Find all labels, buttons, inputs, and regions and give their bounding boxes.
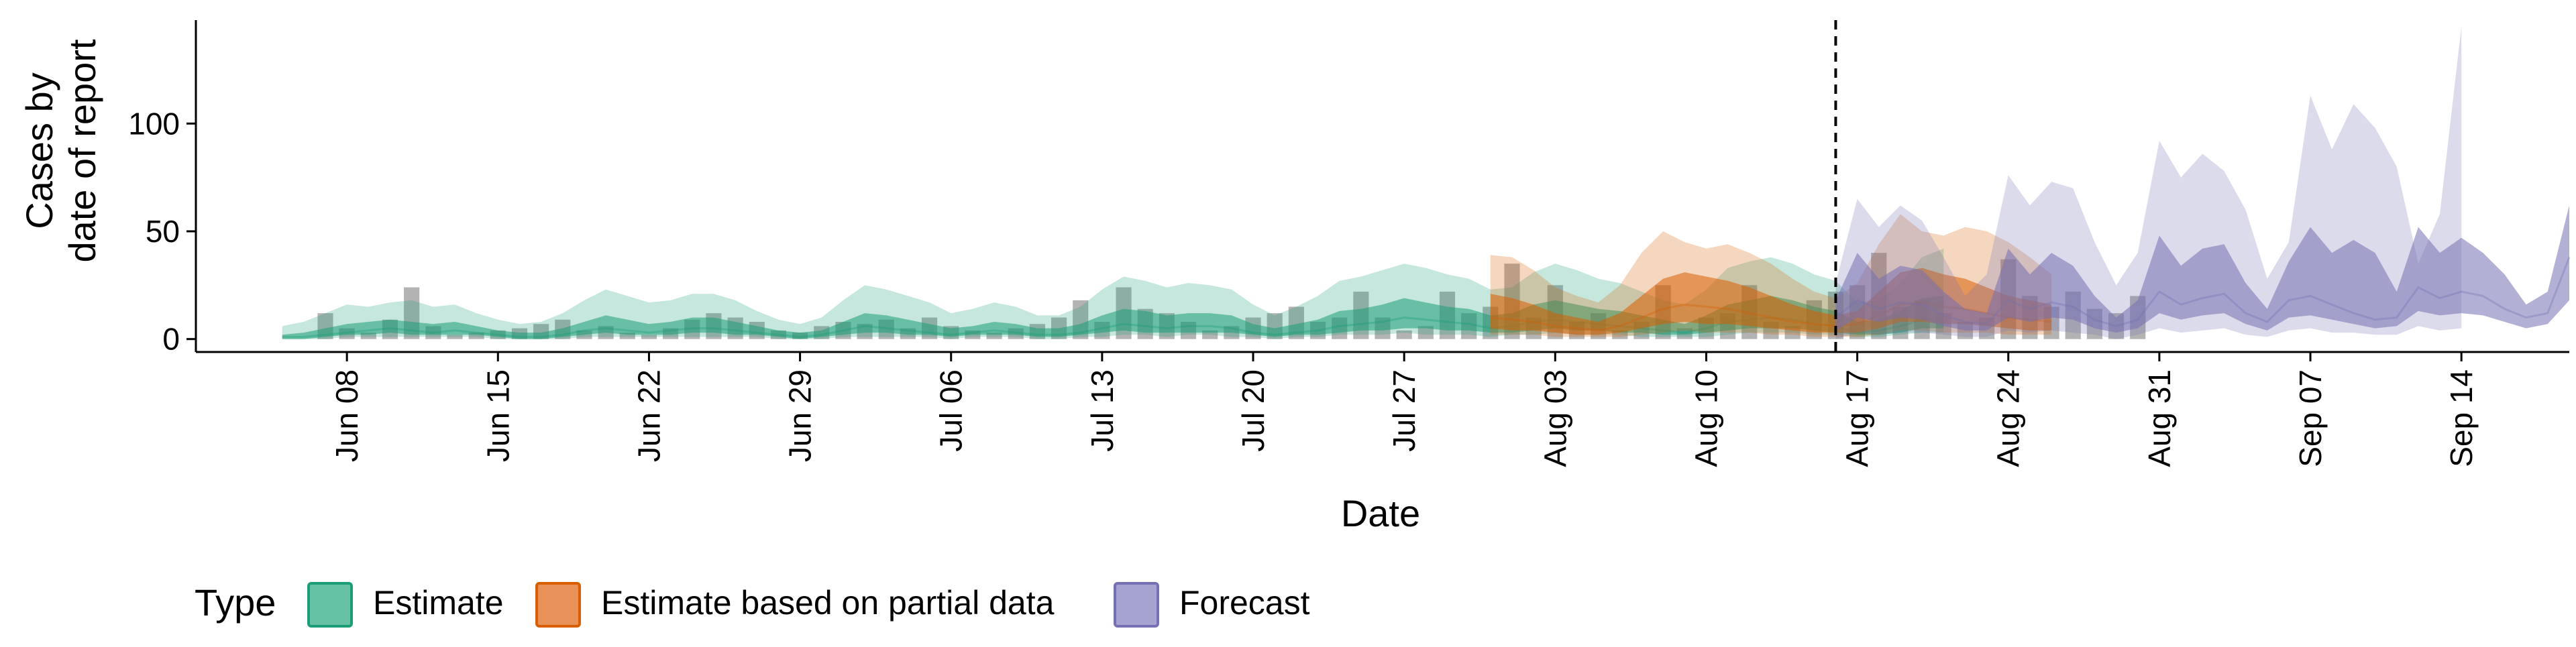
legend-title: Type — [195, 581, 276, 624]
x-tick-label: Sep 14 — [2444, 369, 2479, 467]
series-3 — [1835, 26, 2571, 339]
y-tick-label: 0 — [162, 322, 180, 357]
legend-key-partial — [535, 582, 581, 628]
x-tick-label: Jun 15 — [480, 369, 515, 462]
axes — [195, 20, 2569, 353]
observed-bar — [641, 335, 657, 339]
x-tick-label: Aug 17 — [1840, 369, 1875, 467]
x-tick-label: Aug 03 — [1538, 369, 1572, 467]
x-tick-label: Jun 22 — [631, 369, 666, 462]
x-tick-label: Jul 06 — [934, 369, 969, 452]
x-tick-label: Jun 08 — [329, 369, 364, 462]
x-axis-title: Date — [1341, 492, 1420, 534]
median-line — [282, 316, 1944, 339]
legend: Type Estimate Estimate based on partial … — [195, 581, 1310, 628]
observed-bar — [360, 333, 376, 339]
x-tick-label: Jul 13 — [1085, 369, 1120, 452]
observed-bar — [1396, 330, 1412, 339]
observed-bar — [1417, 326, 1434, 339]
y-tick-label: 50 — [146, 214, 180, 249]
inner-band — [1835, 205, 2569, 333]
observed-bar — [986, 333, 1002, 339]
x-tick-label: Jul 27 — [1387, 369, 1421, 452]
y-axis-title-line-2: date of report — [61, 39, 103, 263]
x-tick-label: Aug 10 — [1689, 369, 1724, 467]
y-tick-label: 100 — [128, 106, 180, 141]
x-tick-label: Sep 07 — [2293, 369, 2328, 467]
observed-bar — [447, 335, 463, 339]
observed-bar — [619, 333, 635, 339]
x-tick-label: Jun 29 — [783, 369, 818, 462]
bands-layer — [282, 26, 2571, 339]
legend-label-partial: Estimate based on partial data — [601, 584, 1055, 622]
median-line — [1835, 257, 2571, 327]
y-axis-title-line-1: Cases by — [18, 72, 60, 229]
legend-label-forecast: Forecast — [1179, 584, 1310, 622]
observed-bar — [468, 333, 484, 339]
x-tick-label: Aug 24 — [1991, 369, 2026, 467]
x-tick-label: Jul 20 — [1236, 369, 1271, 452]
x-tick-label: Aug 31 — [2142, 369, 2177, 467]
legend-key-estimate — [307, 582, 353, 628]
y-ticks: 0 50 100 — [128, 106, 196, 357]
x-ticks: Jun 08 Jun 15 Jun 22 Jun 29 Jul 06 Jul 13 Jul … — [329, 352, 2479, 467]
legend-key-forecast — [1114, 582, 1159, 628]
legend-label-estimate: Estimate — [373, 584, 504, 622]
